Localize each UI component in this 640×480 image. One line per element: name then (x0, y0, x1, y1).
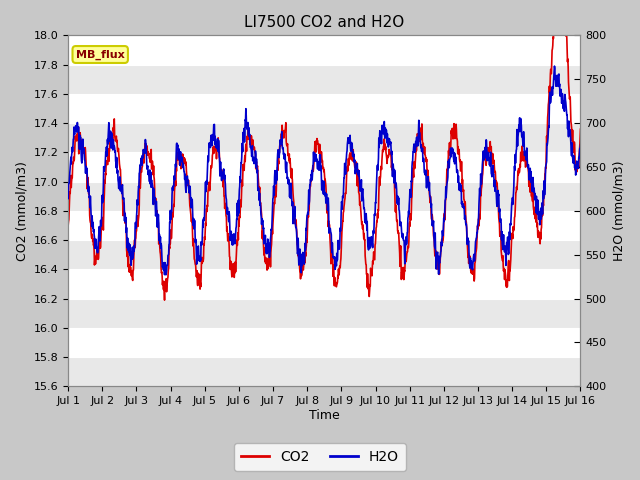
Bar (68, 211, 580, 240)
Bar (68, 269, 580, 299)
Bar (68, 181, 580, 211)
Line: CO2: CO2 (68, 0, 580, 300)
CO2 (125, 262, 132, 267)
H2O (162, 272, 170, 278)
Bar (68, 123, 580, 152)
CO2 (282, 120, 290, 126)
CO2 (64, 223, 72, 228)
Y-axis label: CO2 (mmol/m3): CO2 (mmol/m3) (15, 161, 28, 261)
CO2 (356, 199, 364, 205)
Line: H2O: H2O (68, 66, 580, 275)
H2O (302, 244, 310, 250)
H2O (356, 188, 364, 194)
CO2 (292, 226, 300, 231)
Bar (68, 152, 580, 181)
Title: LI7500 CO2 and H2O: LI7500 CO2 and H2O (244, 15, 404, 30)
H2O (64, 196, 72, 202)
H2O (292, 227, 300, 232)
H2O (577, 142, 584, 148)
Bar (68, 357, 580, 386)
Bar (68, 65, 580, 94)
Bar (68, 240, 580, 269)
Bar (68, 36, 580, 65)
CO2 (302, 253, 310, 259)
Bar (68, 299, 580, 328)
H2O (104, 141, 111, 147)
Text: MB_flux: MB_flux (76, 49, 125, 60)
CO2 (104, 161, 111, 167)
H2O (125, 240, 132, 246)
H2O (282, 169, 290, 175)
Y-axis label: H2O (mmol/m3): H2O (mmol/m3) (612, 161, 625, 261)
Bar (68, 94, 580, 123)
CO2 (577, 126, 584, 132)
H2O (550, 63, 558, 69)
Bar (68, 328, 580, 357)
CO2 (161, 297, 168, 303)
X-axis label: Time: Time (309, 409, 340, 422)
Legend: CO2, H2O: CO2, H2O (234, 443, 406, 471)
